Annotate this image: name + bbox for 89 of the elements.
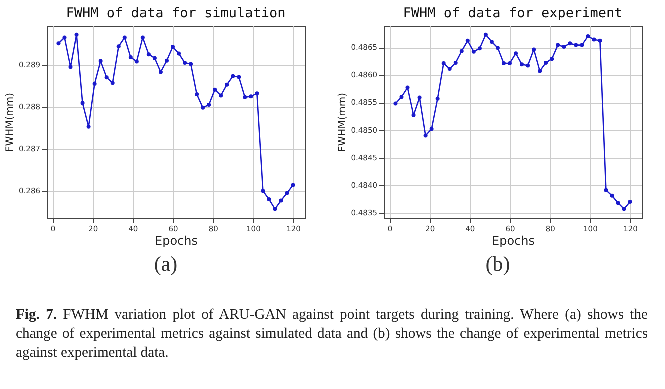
- text: (a): [153, 252, 179, 277]
- point: [586, 34, 590, 38]
- y-axis-title: FWHM(mm): [337, 92, 348, 152]
- point: [526, 64, 530, 68]
- point: [580, 43, 584, 48]
- point: [466, 38, 470, 43]
- point: [442, 62, 446, 66]
- point: [406, 86, 410, 90]
- point: [418, 96, 422, 100]
- point: [556, 43, 560, 48]
- point: [273, 207, 278, 212]
- point: [249, 94, 254, 99]
- point: [628, 200, 632, 204]
- point: [484, 32, 488, 37]
- point: [568, 42, 572, 46]
- point: [225, 82, 230, 87]
- point: [520, 62, 524, 67]
- point: [412, 113, 416, 118]
- x-axis-title: Epochs: [492, 234, 535, 248]
- point: [56, 42, 61, 46]
- point: [285, 191, 290, 196]
- point: [622, 207, 626, 212]
- point: [267, 198, 272, 202]
- y-axis-title: FWHM(mm): [5, 92, 16, 152]
- point: [170, 45, 175, 50]
- point: [219, 94, 224, 98]
- point: [195, 92, 200, 96]
- point: [496, 46, 500, 50]
- point: [146, 52, 151, 57]
- point: [400, 95, 404, 100]
- chart-title: FWHM of data for experiment: [403, 6, 623, 22]
- point: [279, 198, 284, 203]
- point: [255, 92, 260, 96]
- point: [454, 60, 458, 65]
- point: [128, 56, 133, 60]
- point: [448, 67, 452, 72]
- point: [86, 124, 91, 129]
- point: [538, 69, 542, 74]
- point: [158, 70, 163, 74]
- point: [177, 52, 182, 56]
- point: [104, 76, 109, 80]
- point: [460, 49, 464, 54]
- point: [110, 81, 115, 86]
- point: [490, 40, 494, 44]
- point: [62, 36, 67, 40]
- point: [598, 38, 602, 43]
- point: [574, 43, 578, 48]
- point: [201, 106, 206, 110]
- point: [430, 127, 434, 132]
- point: [436, 96, 440, 101]
- text: (b): [484, 252, 512, 277]
- point: [243, 95, 248, 100]
- point: [183, 60, 188, 65]
- point: [213, 88, 218, 92]
- point: [508, 62, 512, 66]
- point: [189, 62, 194, 66]
- point: [164, 58, 169, 63]
- point: [207, 102, 212, 107]
- point: [92, 82, 97, 86]
- text: Fig. 7.: [16, 307, 58, 323]
- point: [134, 60, 139, 64]
- point: [231, 74, 236, 78]
- point: [98, 59, 103, 64]
- point: [610, 194, 614, 198]
- point: [502, 62, 506, 66]
- point: [532, 48, 536, 52]
- point: [68, 65, 73, 70]
- point: [140, 36, 145, 40]
- point: [616, 201, 620, 206]
- chart-title: FWHM of data for simulation: [66, 6, 286, 22]
- point: [604, 188, 608, 192]
- point: [80, 101, 85, 106]
- point: [261, 189, 266, 194]
- point: [122, 36, 127, 40]
- point: [562, 44, 566, 49]
- point: [291, 183, 296, 188]
- x-axis-title: Epochs: [155, 234, 198, 248]
- point: [472, 50, 476, 54]
- point: [237, 75, 242, 80]
- point: [74, 32, 79, 37]
- point: [152, 56, 157, 60]
- point: [550, 57, 554, 62]
- point: [544, 60, 548, 65]
- point: [394, 102, 398, 106]
- point: [478, 46, 482, 51]
- point: [116, 44, 121, 49]
- point: [424, 134, 428, 138]
- point: [514, 52, 518, 56]
- point: [592, 38, 596, 42]
